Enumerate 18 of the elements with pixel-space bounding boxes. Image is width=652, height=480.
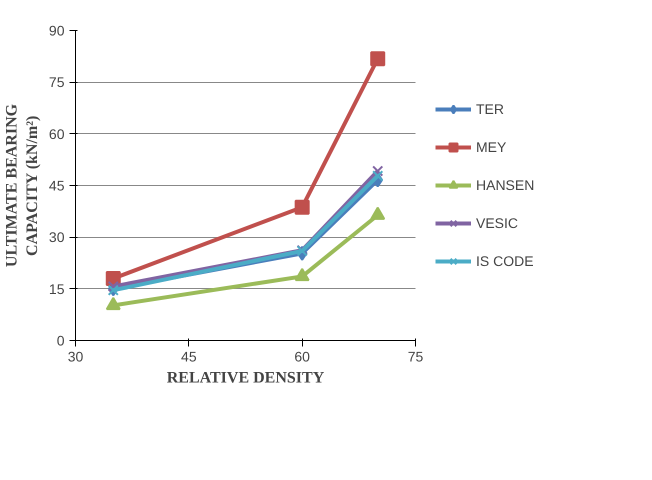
y-tick-label: 0: [56, 332, 65, 348]
legend-label: VESIC: [476, 215, 520, 231]
legend-label: MEY: [476, 139, 508, 155]
legend-label: TER: [476, 101, 505, 117]
legend-label: IS CODE: [476, 253, 535, 269]
y-axis-title: ULTIMATE BEARING CAPACITY (kN/m²): [4, 103, 41, 268]
y-tick-label: 90: [48, 22, 65, 38]
y-tick-label: 45: [48, 178, 65, 194]
x-tick-label: 45: [181, 348, 197, 364]
x-tick-label: 60: [294, 348, 310, 364]
x-tick-label: 75: [408, 348, 424, 364]
y-tick-label: 60: [48, 126, 65, 142]
y-tick-label: 30: [48, 229, 65, 246]
y-tick-label: 75: [48, 74, 65, 90]
legend-label: HANSEN: [476, 177, 536, 193]
x-tick-label: 30: [68, 348, 84, 364]
x-axis-title: RELATIVE DENSITY: [166, 370, 325, 386]
y-tick-label: 15: [48, 280, 65, 297]
